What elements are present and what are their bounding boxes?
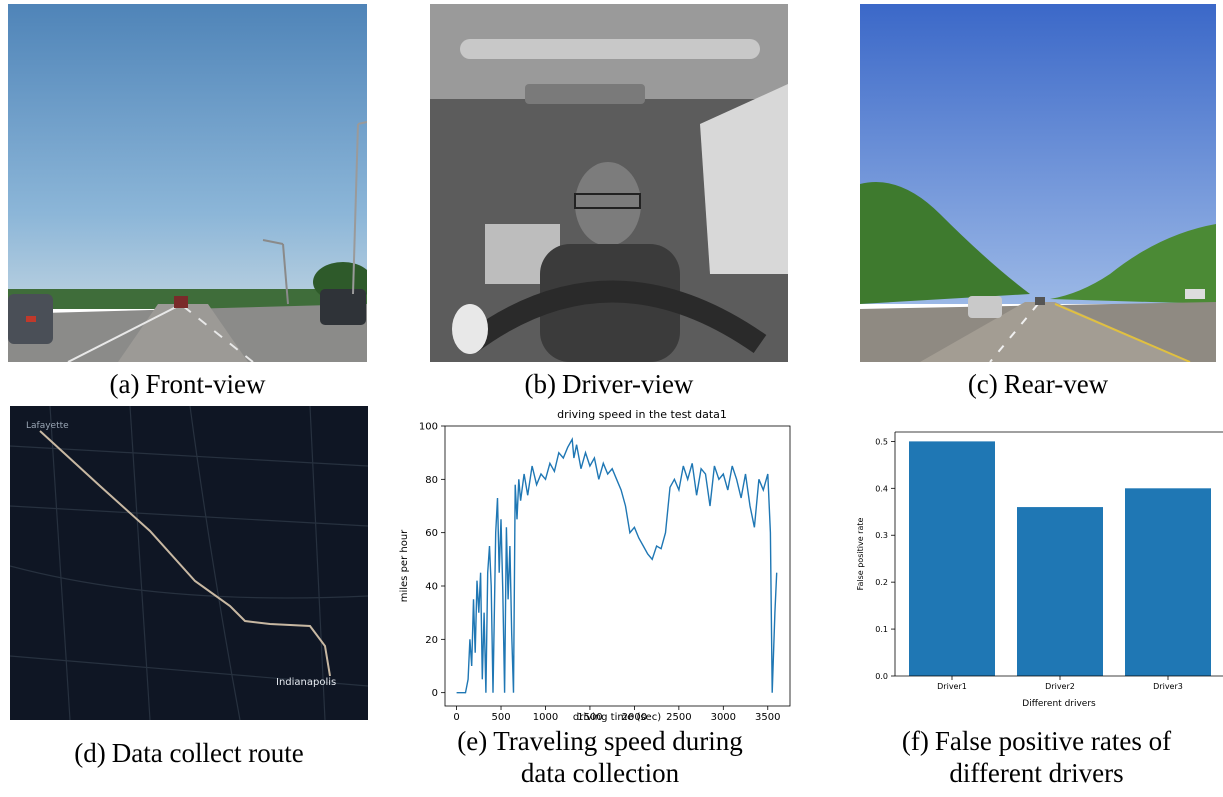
y-axis-label: False positive rate — [856, 518, 865, 591]
caption-b: (b) Driver-view — [430, 368, 788, 400]
caption-e: (e) Traveling speed during data collectio… — [390, 725, 810, 789]
caption-c: (c) Rear-vew — [860, 368, 1216, 400]
x-tick-label: Driver1 — [937, 682, 967, 691]
bar-driver3 — [1125, 488, 1211, 676]
bar-driver1 — [909, 441, 995, 676]
x-tick-label: 2500 — [666, 712, 691, 723]
y-tick-label: 60 — [425, 528, 438, 539]
plot-frame — [445, 426, 790, 706]
y-tick-label: 0.3 — [875, 531, 888, 540]
x-tick-label: 3500 — [755, 712, 780, 723]
bar-driver2 — [1017, 507, 1103, 676]
speed-chart: driving speed in the test data1 0 500 1000… — [395, 404, 805, 724]
driver-view-image — [430, 4, 788, 362]
caption-f: (f) False positive rates of different dri… — [850, 725, 1223, 789]
front-view-image — [8, 4, 367, 362]
y-tick-label: 80 — [425, 475, 438, 486]
y-tick-label: 0.4 — [875, 484, 888, 493]
route-map: Lafayette Indianapolis — [10, 406, 368, 720]
x-axis-label: Different drivers — [1022, 699, 1096, 709]
caption-a: (a) Front-view — [8, 368, 367, 400]
x-tick-label: 500 — [491, 712, 510, 723]
x-tick-label: 1000 — [533, 712, 558, 723]
y-tick-label: 40 — [425, 582, 438, 593]
y-tick-label: 20 — [425, 635, 438, 646]
caption-d: (d) Data collect route — [10, 737, 368, 769]
y-tick-label: 0.5 — [875, 437, 888, 446]
y-tick-label: 100 — [419, 422, 438, 433]
map-label-lafayette: Lafayette — [26, 421, 69, 431]
y-tick-label: 0 — [432, 688, 438, 699]
x-tick-label: Driver3 — [1153, 682, 1183, 691]
x-tick-label: Driver2 — [1045, 682, 1075, 691]
x-tick-label: 3000 — [711, 712, 736, 723]
rear-view-image — [860, 4, 1216, 362]
y-tick-label: 0.0 — [875, 672, 888, 681]
fpr-chart: 0.0 0.1 0.2 0.3 0.4 0.5 Driver1 Driver2 Driver3… — [855, 424, 1223, 714]
speed-series-line — [457, 439, 777, 692]
x-axis-label: driving time (sec) — [573, 712, 661, 723]
y-axis-label: miles per hour — [399, 529, 410, 602]
y-tick-label: 0.2 — [875, 578, 888, 587]
x-tick-label: 0 — [453, 712, 459, 723]
map-label-indianapolis: Indianapolis — [276, 677, 336, 688]
chart-title: driving speed in the test data1 — [557, 408, 727, 421]
y-tick-label: 0.1 — [875, 625, 888, 634]
